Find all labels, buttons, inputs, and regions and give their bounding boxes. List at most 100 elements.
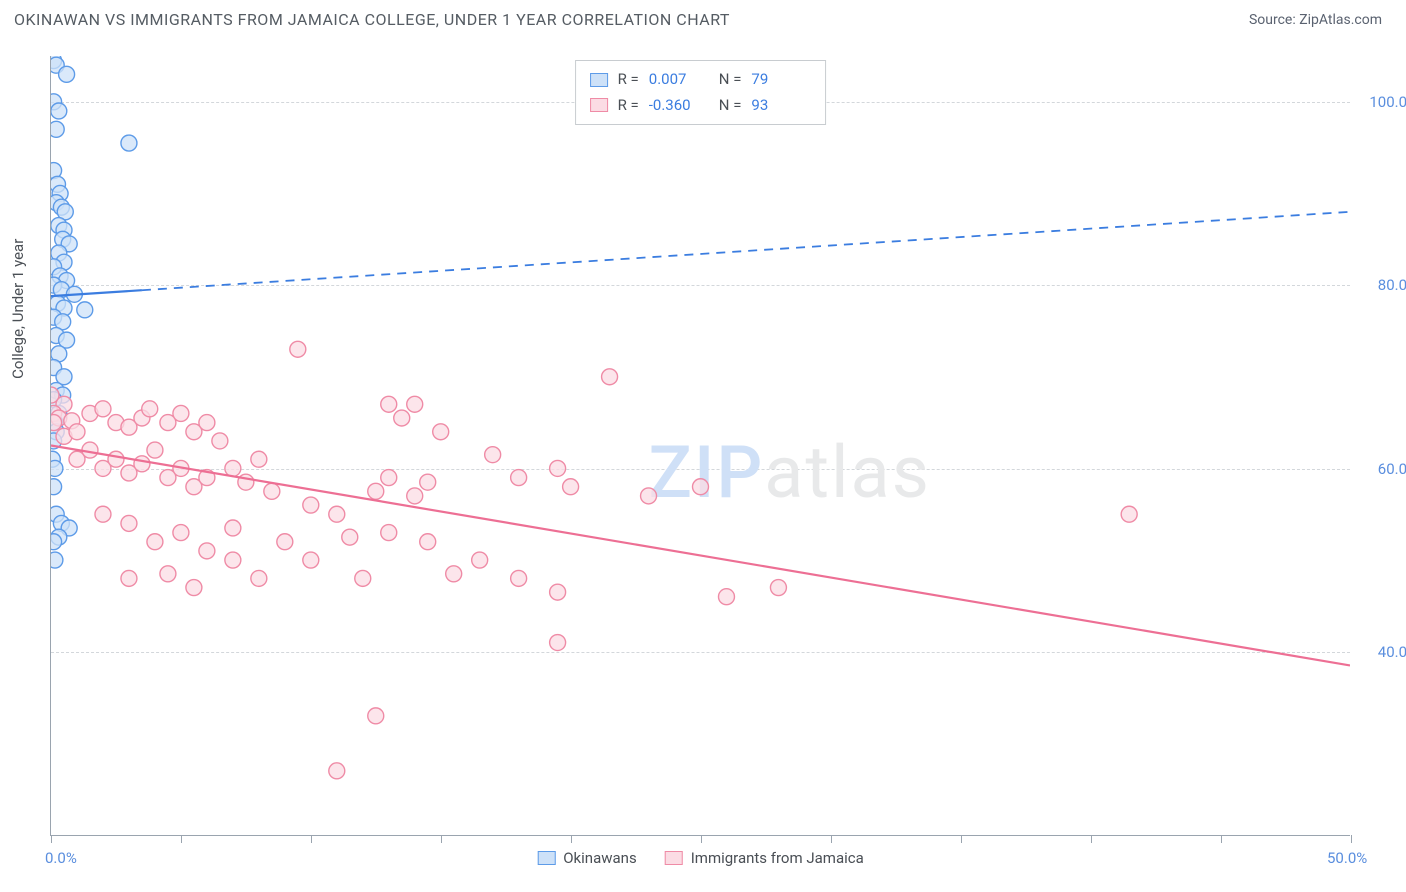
data-point — [602, 369, 618, 385]
data-point — [95, 401, 111, 417]
legend-item: Okinawans — [537, 849, 636, 867]
data-point — [51, 479, 62, 495]
data-point — [51, 121, 64, 137]
r-label: R = — [618, 93, 639, 119]
data-point — [199, 543, 215, 559]
data-point — [563, 479, 579, 495]
legend-item: Immigrants from Jamaica — [665, 849, 864, 867]
x-tick — [571, 835, 572, 843]
y-tick-label: 100.0% — [1369, 93, 1406, 111]
data-point — [770, 580, 786, 596]
y-tick-label: 60.0% — [1378, 460, 1406, 478]
r-value: -0.360 — [649, 93, 709, 119]
series-name: Okinawans — [563, 849, 636, 867]
data-point — [225, 460, 241, 476]
data-point — [641, 488, 657, 504]
data-point — [264, 483, 280, 499]
data-point — [147, 534, 163, 550]
legend-row: R = -0.360 N = 93 — [590, 93, 812, 119]
data-point — [420, 474, 436, 490]
data-point — [108, 451, 124, 467]
data-point — [511, 570, 527, 586]
data-point — [251, 570, 267, 586]
r-value: 0.007 — [649, 67, 709, 93]
data-point — [59, 66, 75, 82]
data-point — [329, 506, 345, 522]
data-point — [446, 566, 462, 582]
trend-line-dashed — [142, 212, 1350, 290]
legend-swatch — [665, 851, 683, 865]
data-point — [355, 570, 371, 586]
data-point — [173, 525, 189, 541]
data-point — [69, 424, 85, 440]
r-label: R = — [618, 67, 639, 93]
data-point — [290, 341, 306, 357]
data-point — [160, 566, 176, 582]
x-tick — [1091, 835, 1092, 843]
x-tick — [961, 835, 962, 843]
data-point — [142, 401, 158, 417]
x-tick — [181, 835, 182, 843]
data-point — [199, 415, 215, 431]
data-point — [51, 552, 63, 568]
data-point — [1121, 506, 1137, 522]
data-point — [381, 396, 397, 412]
data-point — [693, 479, 709, 495]
y-tick-label: 80.0% — [1378, 276, 1406, 294]
legend-swatch — [537, 851, 555, 865]
x-tick — [441, 835, 442, 843]
data-point — [121, 570, 137, 586]
data-point — [77, 302, 93, 318]
data-point — [420, 534, 436, 550]
x-tick — [311, 835, 312, 843]
n-label: N = — [719, 67, 742, 93]
data-point — [381, 470, 397, 486]
data-point — [342, 529, 358, 545]
x-tick-label: 0.0% — [45, 849, 77, 867]
y-axis-title: College, Under 1 year — [9, 239, 27, 379]
data-point — [173, 405, 189, 421]
data-point — [472, 552, 488, 568]
x-tick-label: 50.0% — [1327, 849, 1367, 867]
x-tick — [1351, 835, 1352, 843]
data-point — [51, 415, 62, 431]
chart-area: ZIPatlas R =0.007N =79R =-0.360N =93 Oki… — [50, 56, 1350, 836]
data-point — [51, 103, 67, 119]
data-point — [303, 552, 319, 568]
data-point — [251, 451, 267, 467]
data-point — [212, 433, 228, 449]
data-point — [511, 470, 527, 486]
legend-row: R = 0.007 N = 79 — [590, 67, 812, 93]
n-label: N = — [719, 93, 742, 119]
data-point — [485, 447, 501, 463]
data-point — [550, 460, 566, 476]
data-point — [303, 497, 319, 513]
correlation-legend: R = 0.007 N = 79 R = -0.360 N = 93 — [575, 60, 827, 125]
data-point — [95, 506, 111, 522]
data-point — [121, 515, 137, 531]
data-point — [368, 483, 384, 499]
scatter-plot — [51, 56, 1350, 835]
n-value: 79 — [751, 67, 811, 93]
data-point — [550, 584, 566, 600]
data-point — [550, 635, 566, 651]
data-point — [394, 410, 410, 426]
series-legend: Okinawans Immigrants from Jamaica — [537, 849, 864, 867]
legend-swatch — [590, 73, 608, 87]
data-point — [329, 763, 345, 779]
x-tick — [831, 835, 832, 843]
data-point — [433, 424, 449, 440]
y-tick-label: 40.0% — [1378, 643, 1406, 661]
chart-title: OKINAWAN VS IMMIGRANTS FROM JAMAICA COLL… — [14, 10, 730, 29]
data-point — [51, 534, 62, 550]
x-tick — [701, 835, 702, 843]
data-point — [51, 460, 63, 476]
n-value: 93 — [751, 93, 811, 119]
data-point — [381, 525, 397, 541]
data-point — [121, 135, 137, 151]
series-name: Immigrants from Jamaica — [691, 849, 864, 867]
source-label: Source: ZipAtlas.com — [1249, 12, 1382, 28]
data-point — [147, 442, 163, 458]
data-point — [225, 552, 241, 568]
data-point — [718, 589, 734, 605]
